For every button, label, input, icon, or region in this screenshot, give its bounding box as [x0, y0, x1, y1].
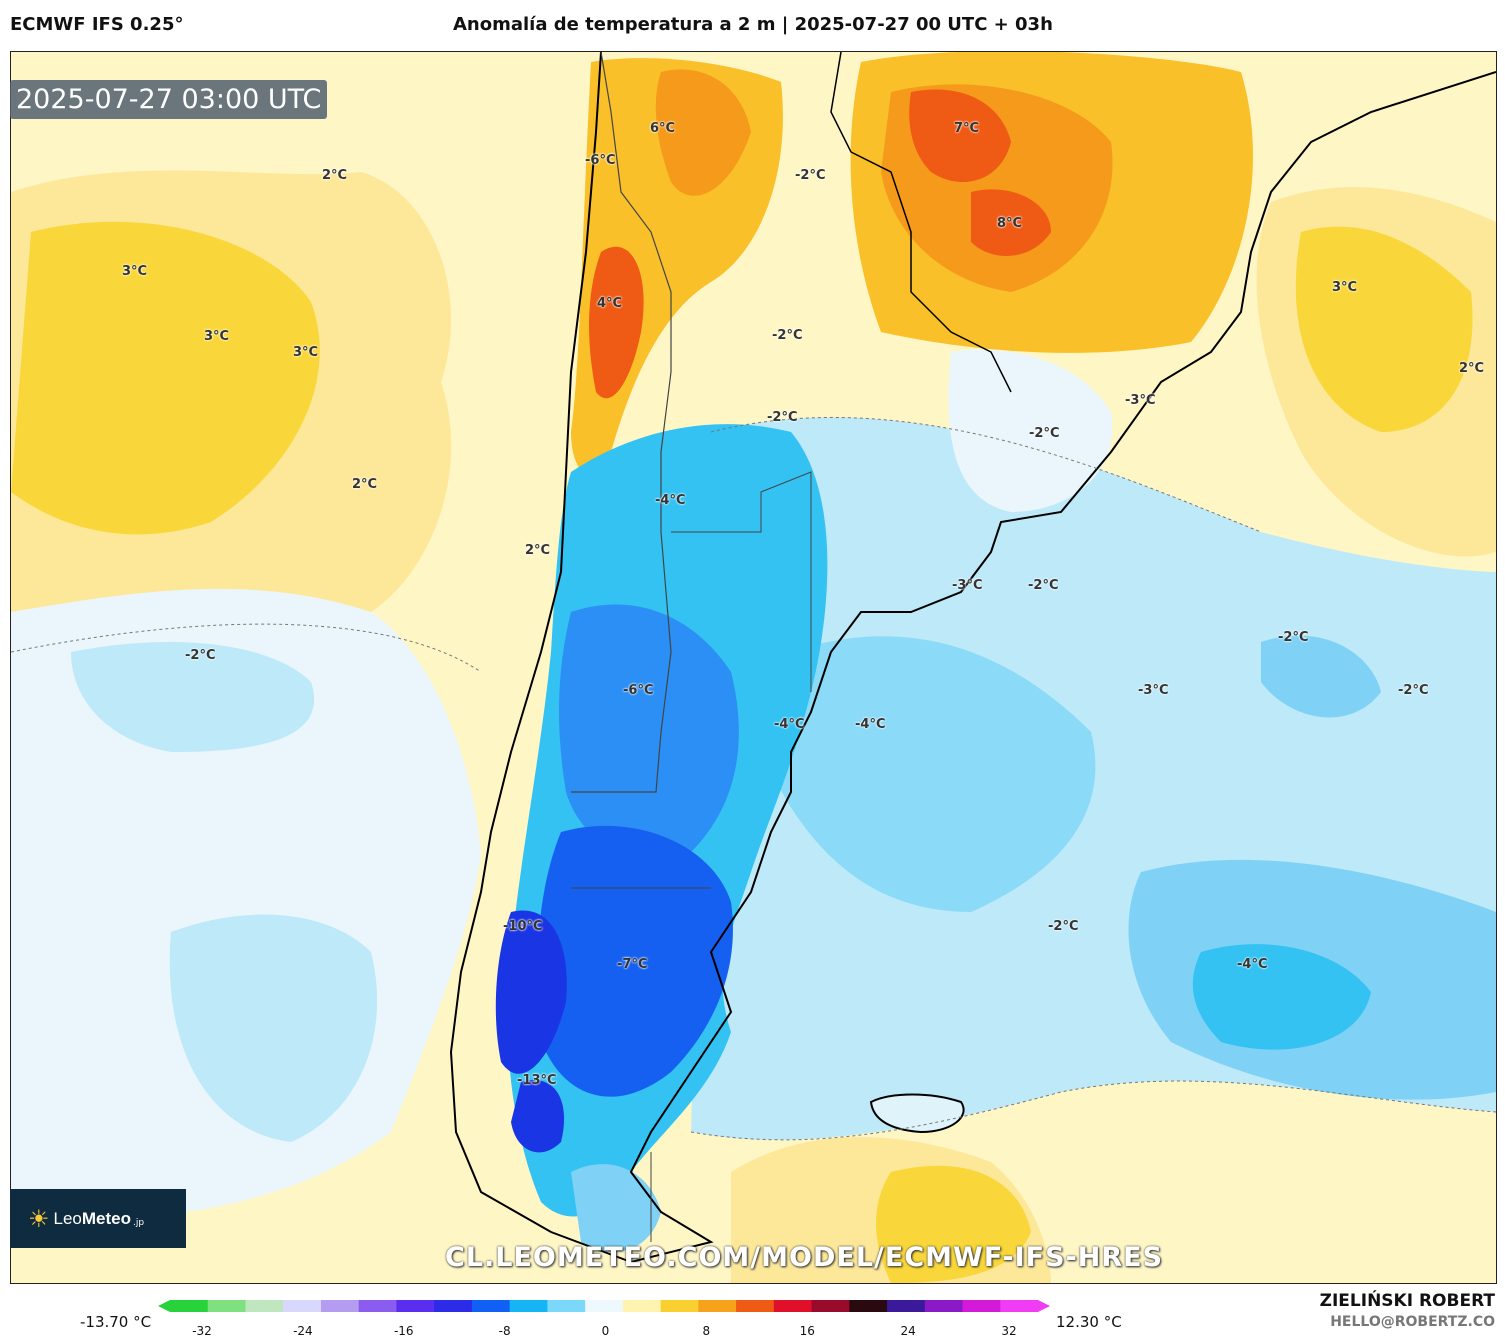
colorbar-tick-label: -24	[293, 1324, 313, 1338]
colorbar-tick-label: 8	[702, 1324, 711, 1338]
colorbar	[158, 1300, 1050, 1312]
colorbar-segment	[471, 1300, 511, 1312]
colorbar-tick-label: 32	[1001, 1324, 1017, 1338]
map-label: 3°C	[204, 329, 230, 344]
colorbar-segment	[320, 1300, 360, 1312]
colorbar-segment	[207, 1300, 246, 1312]
colorbar-segment	[434, 1300, 473, 1312]
map-label: 6°C	[650, 121, 676, 136]
map-label: 2°C	[1459, 361, 1485, 376]
colorbar-tick-label: -32	[192, 1324, 212, 1338]
map-label: -3°C	[1138, 683, 1169, 698]
colorbar-min-label: -13.70 °C	[80, 1313, 152, 1331]
map-label: -2°C	[1048, 919, 1079, 934]
map-label: 3°C	[122, 264, 148, 279]
colorbar-segment	[1000, 1300, 1039, 1312]
colorbar-segment	[887, 1300, 926, 1312]
map-label: -7°C	[617, 957, 648, 972]
colorbar-segment	[773, 1300, 813, 1312]
colorbar-segment	[547, 1300, 586, 1312]
colorbar-segment	[245, 1300, 284, 1312]
map-label: -2°C	[767, 410, 798, 425]
colorbar-segment	[962, 1300, 1001, 1312]
map-label: 4°C	[597, 296, 623, 311]
valid-time-badge: 2025-07-27 03:00 UTC	[10, 80, 328, 119]
colorbar-segment	[811, 1300, 850, 1312]
map-label: -4°C	[1237, 957, 1268, 972]
map-label: -3°C	[1125, 393, 1156, 408]
source-url-watermark: CL.LEOMETEO.COM/MODEL/ECMWF-IFS-HRES	[445, 1242, 1164, 1273]
map-label: -13°C	[517, 1073, 557, 1088]
map-label: 2°C	[525, 543, 551, 558]
colorbar-tick-label: -8	[498, 1324, 511, 1338]
colorbar-extend-max	[1038, 1300, 1050, 1312]
map-label: -2°C	[1029, 426, 1060, 441]
sun-icon: ☀	[28, 1204, 50, 1233]
colorbar-segment	[660, 1300, 699, 1312]
contact-email[interactable]: HELLO@ROBERTZ.CO	[1330, 1314, 1495, 1330]
colorbar-segment	[509, 1300, 548, 1312]
map-label: 3°C	[1332, 280, 1358, 295]
map-label: -2°C	[795, 168, 826, 183]
map-label: -4°C	[855, 717, 886, 732]
map-label: -2°C	[772, 328, 803, 343]
colorbar-segment	[170, 1300, 209, 1312]
colorbar-segment	[849, 1300, 888, 1312]
map-label: -2°C	[1278, 630, 1309, 645]
colorbar-segment	[585, 1300, 624, 1312]
colorbar-tick-label: 24	[900, 1324, 916, 1338]
map-label: 2°C	[352, 477, 378, 492]
map-label: -2°C	[185, 648, 216, 663]
leometeo-logo[interactable]: ☀ LeoMeteo .jp	[10, 1189, 186, 1248]
map-label: -10°C	[503, 919, 543, 934]
map-label: 2°C	[322, 168, 348, 183]
map-label: 8°C	[997, 216, 1023, 231]
colorbar-tick-label: -16	[393, 1324, 414, 1338]
colorbar-segment	[736, 1300, 775, 1312]
logo-tld: .jp	[133, 1217, 145, 1228]
model-name: ECMWF IFS 0.25°	[10, 14, 184, 35]
logo-text: LeoMeteo	[53, 1208, 132, 1228]
map-label: -6°C	[585, 153, 616, 168]
map-label: -4°C	[774, 717, 805, 732]
map-label: 3°C	[293, 345, 319, 360]
colorbar-max-label: 12.30 °C	[1056, 1313, 1122, 1331]
map-label: -2°C	[1028, 578, 1059, 593]
colorbar-extend-min	[158, 1300, 170, 1312]
author-name: ZIELIŃSKI ROBERT	[1319, 1291, 1495, 1311]
colorbar-segment	[396, 1300, 435, 1312]
anomaly-map	[10, 51, 1497, 1284]
chart-title: Anomalía de temperatura a 2 m | 2025-07-…	[453, 14, 1053, 35]
colorbar-segment	[358, 1300, 397, 1312]
colorbar-segment	[622, 1300, 662, 1312]
colorbar-tick-label: 0	[601, 1324, 610, 1338]
colorbar-tick-label: 16	[799, 1324, 815, 1338]
map-label: -6°C	[623, 683, 654, 698]
colorbar-segment	[698, 1300, 737, 1312]
map-fields	[11, 52, 1496, 1283]
colorbar-segment	[283, 1300, 322, 1312]
map-label: -4°C	[655, 493, 686, 508]
map-label: -3°C	[952, 578, 983, 593]
colorbar-segment	[924, 1300, 964, 1312]
map-label: 7°C	[954, 121, 980, 136]
map-label: -2°C	[1398, 683, 1429, 698]
